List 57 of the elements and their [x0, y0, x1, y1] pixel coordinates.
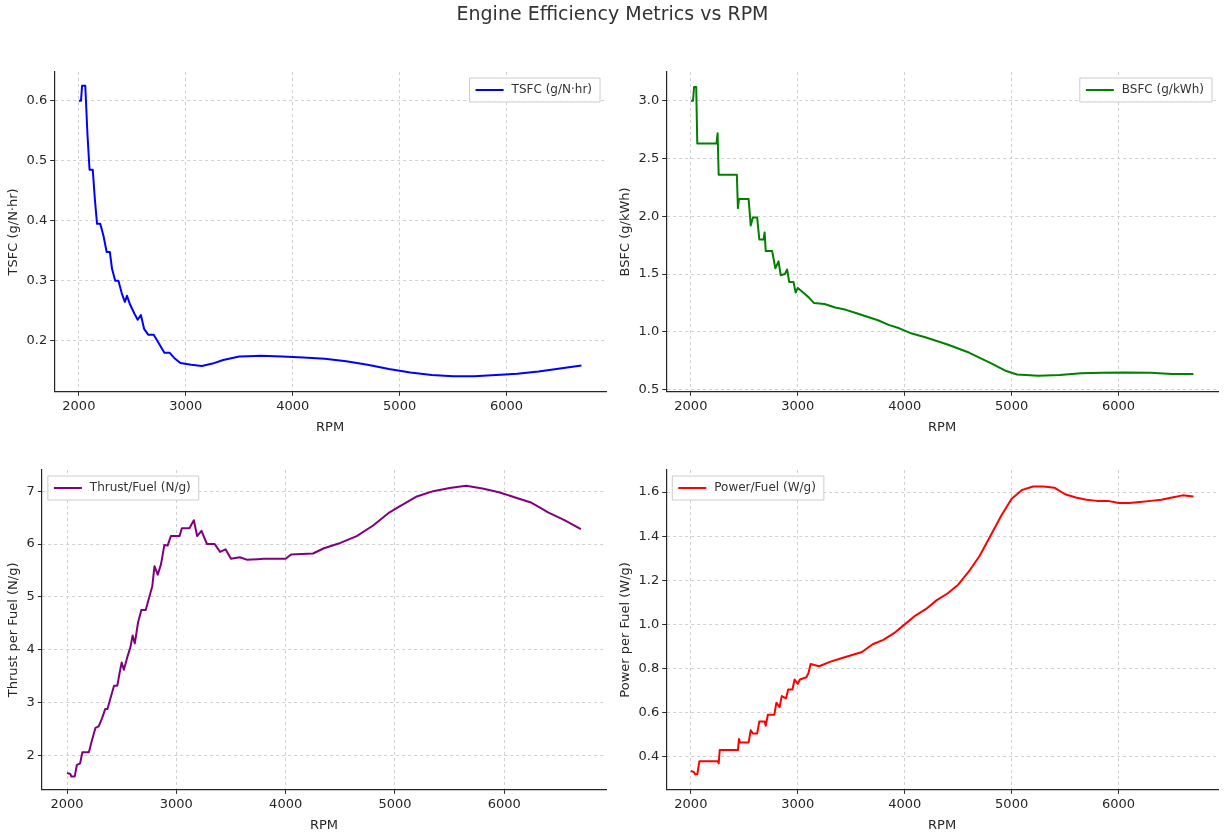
x-tick-label: 6000 [490, 397, 524, 413]
y-tick-label: 0.4 [638, 748, 660, 764]
x-tick-label: 6000 [1102, 397, 1136, 413]
x-tick-label: 5000 [383, 397, 417, 413]
y-tick-label: 1.0 [638, 323, 660, 339]
y-axis-title: BSFC (g/kWh) [617, 187, 633, 277]
y-tick-label: 0.3 [26, 272, 48, 288]
y-tick-label: 1.6 [638, 483, 660, 499]
y-tick-label: 4 [26, 641, 35, 657]
y-tick-label: 6 [26, 535, 35, 551]
legend-label: TSFC (g/N·hr) [510, 82, 593, 97]
y-tick-label: 0.8 [638, 659, 660, 675]
y-tick-label: 2.5 [638, 149, 660, 165]
x-tick-label: 6000 [1102, 795, 1136, 811]
x-tick-label: 3000 [159, 795, 193, 811]
y-tick-label: 0.6 [638, 703, 660, 719]
y-axis-title: Power per Fuel (W/g) [617, 562, 633, 698]
chart-title: Engine Efficiency Metrics vs RPM [455, 2, 770, 24]
legend-label: BSFC (g/kWh) [1121, 82, 1205, 97]
x-tick-label: 3000 [781, 795, 815, 811]
y-tick-label: 1.0 [638, 615, 660, 631]
y-tick-label: 3.0 [638, 92, 660, 108]
x-axis-title: RPM [928, 816, 957, 832]
x-tick-label: 5000 [995, 397, 1029, 413]
y-axis-title: TSFC (g/N·hr) [5, 188, 21, 277]
x-tick-label: 5000 [378, 795, 412, 811]
x-tick-label: 2000 [674, 795, 708, 811]
y-axis-title: Thrust per Fuel (N/g) [5, 562, 21, 699]
y-tick-label: 2.0 [638, 207, 660, 223]
x-tick-label: 6000 [487, 795, 521, 811]
y-tick-label: 1.5 [638, 265, 660, 281]
y-tick-label: 0.6 [26, 92, 48, 108]
y-tick-label: 1.4 [638, 527, 660, 543]
x-tick-label: 2000 [674, 397, 708, 413]
y-tick-label: 0.4 [26, 212, 48, 228]
x-tick-label: 2000 [50, 795, 84, 811]
y-tick-label: 0.5 [26, 152, 48, 168]
y-tick-label: 0.5 [638, 380, 660, 396]
x-axis-title: RPM [316, 418, 345, 434]
y-tick-label: 0.2 [26, 332, 48, 348]
x-tick-label: 3000 [781, 397, 815, 413]
x-axis-title: RPM [309, 816, 338, 832]
y-tick-label: 3 [26, 693, 35, 709]
x-tick-label: 4000 [888, 397, 922, 413]
x-tick-label: 5000 [995, 795, 1029, 811]
y-tick-label: 5 [26, 588, 35, 604]
legend-label: Power/Fuel (W/g) [714, 480, 816, 495]
x-tick-label: 2000 [62, 397, 96, 413]
y-tick-label: 1.2 [638, 571, 660, 587]
x-tick-label: 4000 [276, 397, 310, 413]
y-tick-label: 7 [26, 482, 35, 498]
x-axis-title: RPM [928, 418, 957, 434]
x-tick-label: 4000 [269, 795, 303, 811]
legend-label: Thrust/Fuel (N/g) [88, 480, 191, 495]
x-tick-label: 3000 [169, 397, 203, 413]
y-tick-label: 2 [26, 746, 35, 762]
x-tick-label: 4000 [888, 795, 922, 811]
